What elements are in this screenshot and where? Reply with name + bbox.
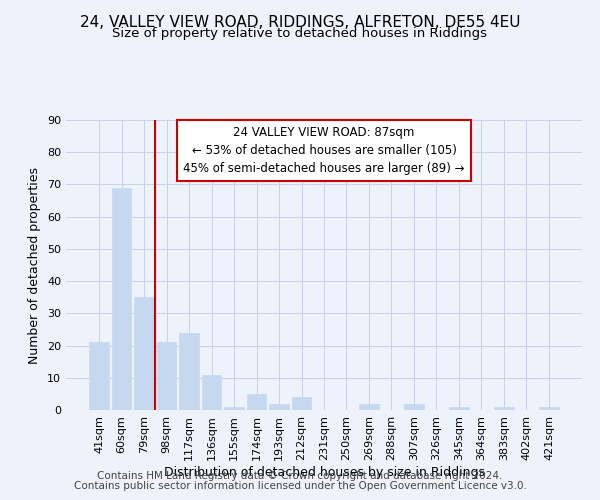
X-axis label: Distribution of detached houses by size in Riddings: Distribution of detached houses by size … (163, 466, 485, 478)
Bar (134, 297, 154, 410)
Bar (494, 407, 514, 410)
Text: Size of property relative to detached houses in Riddings: Size of property relative to detached ho… (113, 28, 487, 40)
Bar (539, 407, 559, 410)
Bar (112, 188, 131, 410)
Y-axis label: Number of detached properties: Number of detached properties (28, 166, 41, 364)
Bar (449, 407, 469, 410)
Bar (247, 394, 266, 410)
Text: Contains HM Land Registry data © Crown copyright and database right 2024.: Contains HM Land Registry data © Crown c… (97, 471, 503, 481)
Bar (359, 404, 379, 410)
Bar (89, 342, 109, 410)
Bar (269, 404, 289, 410)
Text: 24 VALLEY VIEW ROAD: 87sqm
← 53% of detached houses are smaller (105)
45% of sem: 24 VALLEY VIEW ROAD: 87sqm ← 53% of deta… (183, 126, 465, 175)
Bar (404, 404, 424, 410)
Text: 24, VALLEY VIEW ROAD, RIDDINGS, ALFRETON, DE55 4EU: 24, VALLEY VIEW ROAD, RIDDINGS, ALFRETON… (80, 15, 520, 30)
Bar (202, 374, 221, 410)
Text: Contains public sector information licensed under the Open Government Licence v3: Contains public sector information licen… (74, 481, 526, 491)
Bar (157, 342, 176, 410)
Bar (292, 397, 311, 410)
Bar (224, 407, 244, 410)
Bar (179, 332, 199, 410)
